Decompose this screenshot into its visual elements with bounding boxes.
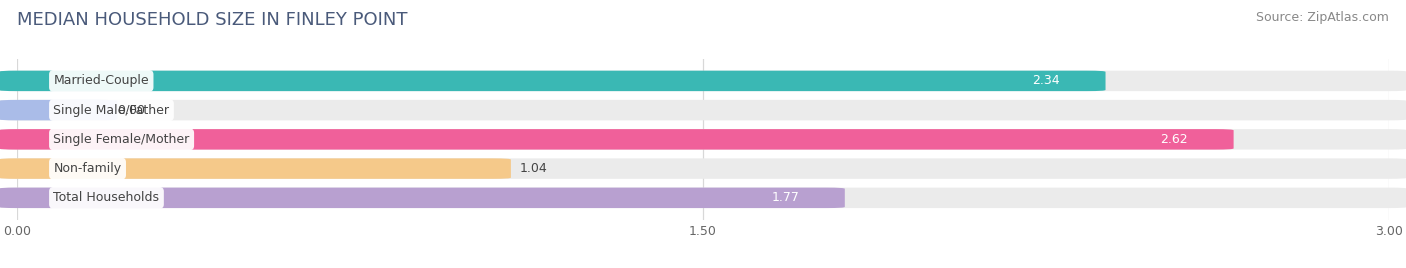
Text: Single Female/Mother: Single Female/Mother xyxy=(53,133,190,146)
Text: Source: ZipAtlas.com: Source: ZipAtlas.com xyxy=(1256,11,1389,24)
Text: Total Households: Total Households xyxy=(53,191,159,204)
Text: MEDIAN HOUSEHOLD SIZE IN FINLEY POINT: MEDIAN HOUSEHOLD SIZE IN FINLEY POINT xyxy=(17,11,408,29)
Text: Married-Couple: Married-Couple xyxy=(53,75,149,87)
FancyBboxPatch shape xyxy=(0,71,1406,91)
Text: Non-family: Non-family xyxy=(53,162,121,175)
FancyBboxPatch shape xyxy=(0,158,510,179)
Text: 0.00: 0.00 xyxy=(118,104,145,117)
FancyBboxPatch shape xyxy=(0,188,845,208)
FancyBboxPatch shape xyxy=(0,71,1105,91)
FancyBboxPatch shape xyxy=(0,100,1406,120)
FancyBboxPatch shape xyxy=(0,188,1406,208)
FancyBboxPatch shape xyxy=(0,129,1406,150)
Text: 1.77: 1.77 xyxy=(770,191,799,204)
Text: 2.34: 2.34 xyxy=(1032,75,1060,87)
Text: 1.04: 1.04 xyxy=(520,162,548,175)
FancyBboxPatch shape xyxy=(0,158,1406,179)
Text: 2.62: 2.62 xyxy=(1160,133,1188,146)
Text: Single Male/Father: Single Male/Father xyxy=(53,104,170,117)
FancyBboxPatch shape xyxy=(0,129,1233,150)
FancyBboxPatch shape xyxy=(0,100,118,120)
